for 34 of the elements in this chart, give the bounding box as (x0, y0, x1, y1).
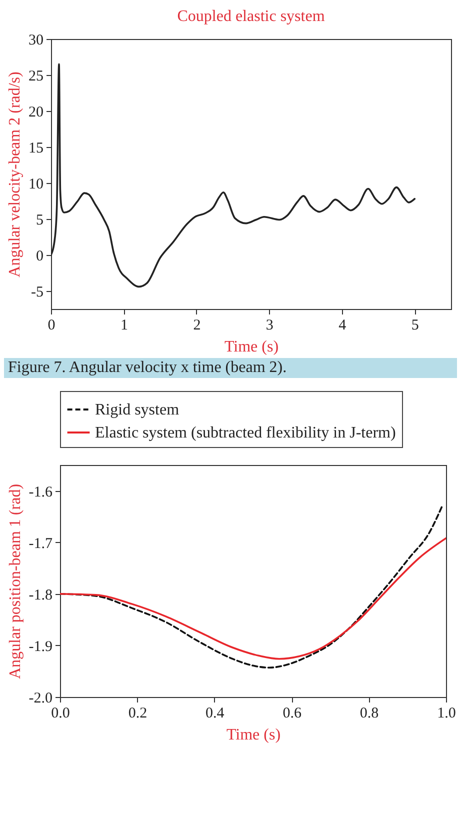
legend-label: Rigid system (95, 402, 180, 418)
y-tick-label: 15 (28, 140, 44, 156)
y-tick-label: -1.9 (28, 638, 52, 655)
y-tick-label: -1.7 (28, 536, 53, 552)
legend-label: Elastic system (subtracted flexibility in J-term) (95, 424, 396, 442)
x-tick-label: 0.4 (206, 706, 225, 722)
y-tick-label: 10 (28, 176, 44, 192)
x-tick-label: 0.0 (51, 706, 70, 722)
y-tick-label: -2.0 (28, 690, 52, 706)
y-tick-label: 20 (28, 104, 44, 120)
y-tick-label: -1.8 (28, 587, 52, 604)
x-tick-label: 4 (338, 318, 347, 334)
y-tick-label: 25 (28, 68, 44, 84)
x-axis-title: Time (s) (224, 338, 279, 356)
y-tick-label: -1.6 (28, 484, 53, 500)
y-axis-title: Angular velocity-beam 2 (rad/s) (6, 72, 24, 278)
x-tick-label: 0.6 (282, 706, 302, 722)
y-tick-label: 5 (36, 212, 44, 228)
line-series (51, 63, 416, 288)
line-series (60, 537, 446, 660)
x-tick-label: 1 (120, 318, 128, 334)
x-tick-label: 3 (266, 318, 274, 334)
y-tick-label: 0 (36, 248, 44, 264)
x-tick-label: 5 (411, 318, 419, 334)
x-tick-label: 2 (193, 318, 201, 334)
caption: Figure 7. Angular velocity x time (beam 2). (4, 358, 457, 378)
x-axis-title: Time (s) (226, 726, 281, 744)
x-tick-label: 0.2 (128, 706, 148, 722)
chart-title: Coupled elastic system (177, 8, 326, 25)
x-tick-label: 0.8 (360, 706, 379, 722)
y-tick-label: 30 (28, 32, 44, 48)
y-tick-label: -5 (31, 284, 44, 300)
y-axis-title: Angular position-beam 1 (rad) (6, 484, 24, 680)
x-tick-label: 1.0 (437, 706, 456, 722)
